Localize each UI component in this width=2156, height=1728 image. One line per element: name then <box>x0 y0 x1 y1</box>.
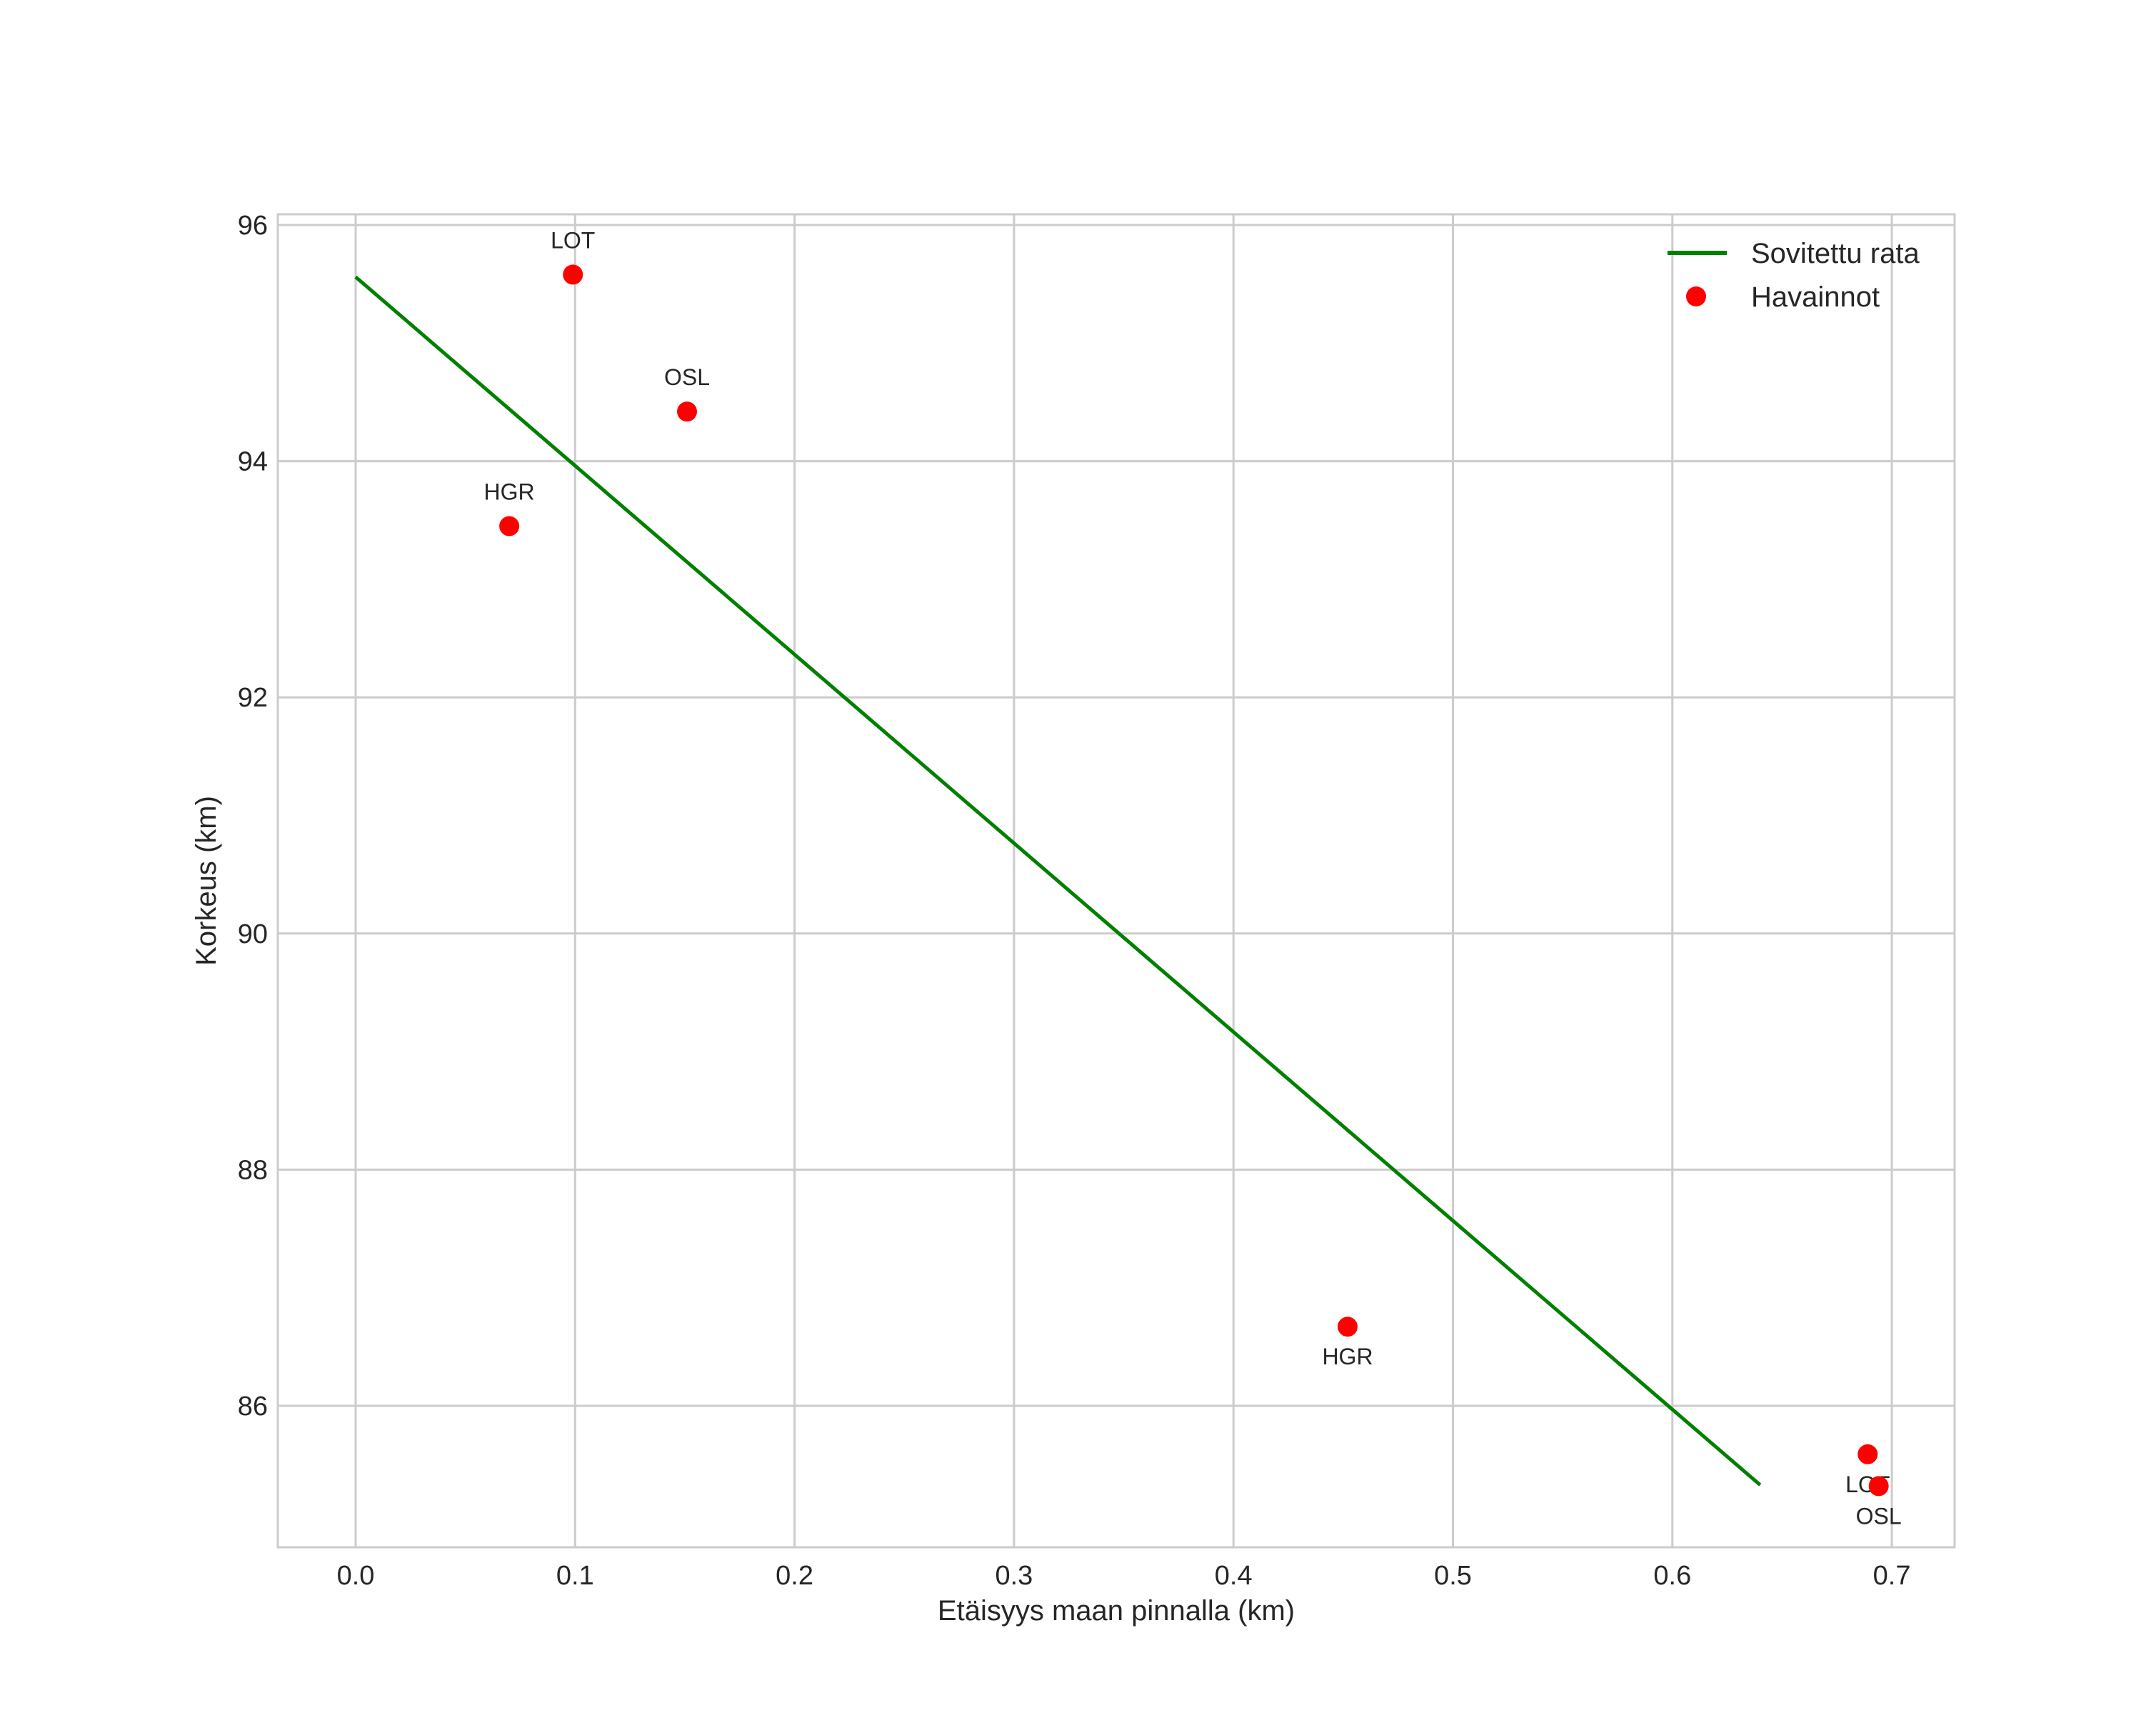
station-label: OSL <box>664 364 710 390</box>
x-tick: 0.2 <box>776 1561 813 1591</box>
x-tick: 0.4 <box>1215 1561 1253 1591</box>
station-label: OSL <box>1856 1503 1902 1529</box>
legend-label-observations: Havainnot <box>1751 281 1880 313</box>
x-tick: 0.5 <box>1434 1561 1472 1591</box>
y-tick: 90 <box>238 919 268 949</box>
y-tick: 94 <box>238 447 268 477</box>
y-axis-label: Korkeus (km) <box>191 796 222 966</box>
x-tick: 0.0 <box>337 1561 375 1591</box>
observation-point <box>677 401 698 422</box>
fitted-track-line <box>354 275 1762 1487</box>
y-tick: 88 <box>238 1155 268 1185</box>
x-axis-label: Etäisyys maan pinnalla (km) <box>938 1595 1295 1627</box>
station-label: HGR <box>484 479 535 505</box>
x-tick: 0.3 <box>995 1561 1033 1591</box>
observation-point <box>563 264 583 285</box>
station-label: LOT <box>551 227 595 253</box>
observation-point <box>1337 1317 1358 1337</box>
plot-frame <box>276 213 1956 1549</box>
y-tick-labels: 86 88 90 92 94 96 <box>238 211 268 1422</box>
observation-point <box>1857 1444 1878 1464</box>
legend-dot-icon <box>1686 286 1706 306</box>
x-tick-labels: 0.0 0.1 0.2 0.3 0.4 0.5 0.6 0.7 <box>337 1561 1911 1591</box>
legend: Sovitettu rata Havainnot <box>1668 238 1920 313</box>
x-tick: 0.7 <box>1873 1561 1911 1591</box>
x-tick: 0.6 <box>1653 1561 1691 1591</box>
observation-point <box>499 516 520 536</box>
y-tick: 86 <box>238 1392 268 1422</box>
y-tick: 96 <box>238 211 268 241</box>
observation-point <box>1868 1476 1889 1497</box>
station-label: HGR <box>1322 1344 1373 1369</box>
y-tick: 92 <box>238 683 268 713</box>
x-tick: 0.1 <box>556 1561 594 1591</box>
legend-label-fitted-track: Sovitettu rata <box>1751 238 1920 269</box>
grid-lines <box>278 214 1955 1547</box>
